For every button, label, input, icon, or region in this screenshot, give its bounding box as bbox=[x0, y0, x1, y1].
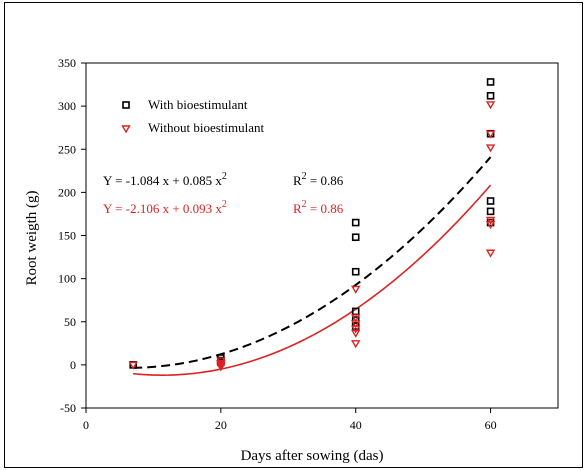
legend-label-with: With bioestimulant bbox=[148, 97, 248, 112]
point-with bbox=[351, 267, 360, 276]
y-tick-label: 350 bbox=[58, 56, 76, 70]
y-tick-label: -50 bbox=[60, 401, 76, 415]
y-tick-label: 250 bbox=[58, 142, 76, 156]
r2-without-label: R bbox=[293, 201, 302, 216]
point-with bbox=[486, 91, 495, 100]
point-without bbox=[350, 285, 361, 294]
svg-text:Y = -1.084 x + 0.085 x2: Y = -1.084 x + 0.085 x2 bbox=[103, 171, 227, 188]
y-tick-label: 50 bbox=[64, 315, 76, 329]
point-with bbox=[486, 197, 495, 205]
r2-without-value: = 0.86 bbox=[307, 201, 344, 216]
svg-text:R2 = 0.86: R2 = 0.86 bbox=[293, 199, 344, 216]
legend-marker-without bbox=[121, 125, 131, 134]
point-with bbox=[351, 218, 360, 227]
svg-text:Y = -2.106 x + 0.093 x2: Y = -2.106 x + 0.093 x2 bbox=[103, 199, 227, 216]
x-tick-label: 40 bbox=[350, 418, 362, 432]
equation-without: Y = -2.106 x + 0.093 x2 R2 = 0.86 bbox=[103, 199, 344, 216]
plot-area bbox=[85, 62, 559, 409]
eq-without-exp: 2 bbox=[222, 199, 227, 210]
x-axis-label: Days after sowing (das) bbox=[241, 448, 384, 464]
point-without bbox=[350, 325, 361, 334]
point-without bbox=[350, 329, 361, 338]
legend-label-without: Without bioestimulant bbox=[148, 120, 264, 135]
y-tick-label: 300 bbox=[58, 99, 76, 113]
eq-without-text: Y = -2.106 x + 0.093 x bbox=[103, 201, 222, 216]
figure-frame bbox=[4, 2, 583, 468]
point-without bbox=[128, 361, 138, 370]
y-tick-label: 0 bbox=[70, 358, 76, 372]
x-tick-label: 60 bbox=[485, 418, 497, 432]
x-tick-label: 0 bbox=[83, 418, 89, 432]
point-without bbox=[216, 363, 226, 372]
eq-with-text: Y = -1.084 x + 0.085 x bbox=[103, 173, 222, 188]
point-without bbox=[485, 216, 496, 225]
point-without bbox=[485, 249, 496, 258]
r2-with-exp: 2 bbox=[302, 171, 307, 182]
eq-with-exp: 2 bbox=[222, 171, 227, 182]
fit-curve-with bbox=[133, 156, 492, 369]
y-tick-label: 100 bbox=[58, 272, 76, 286]
point-without bbox=[485, 221, 496, 230]
point-without bbox=[485, 130, 496, 139]
r2-without-exp: 2 bbox=[302, 199, 307, 210]
y-tick-label: 150 bbox=[58, 229, 76, 243]
point-without bbox=[350, 314, 361, 323]
y-axis-label: Root weigth (g) bbox=[24, 191, 40, 286]
r2-with-label: R bbox=[293, 173, 302, 188]
y-tick-label: 200 bbox=[58, 185, 76, 199]
r2-with-value: = 0.86 bbox=[307, 173, 344, 188]
fit-curve-without bbox=[133, 184, 492, 376]
equation-with: Y = -1.084 x + 0.085 x2 R2 = 0.86 bbox=[103, 171, 344, 188]
legend: With bioestimulant Without bioestimulant bbox=[121, 97, 264, 135]
point-with bbox=[351, 233, 360, 242]
legend-marker-with bbox=[122, 101, 130, 109]
point-without bbox=[350, 320, 361, 329]
point-without bbox=[485, 144, 496, 153]
point-without bbox=[216, 361, 226, 370]
point-without bbox=[350, 340, 361, 349]
svg-text:R2 = 0.86: R2 = 0.86 bbox=[293, 171, 344, 188]
point-without bbox=[485, 101, 496, 110]
point-with bbox=[486, 78, 495, 86]
fit-curves bbox=[133, 156, 492, 376]
axis-ticks: 0 20 40 60 -50 0 50 100 150 200 250 300 350 bbox=[58, 56, 497, 432]
data-points bbox=[128, 78, 496, 372]
x-tick-label: 20 bbox=[215, 418, 227, 432]
point-with bbox=[486, 207, 495, 216]
